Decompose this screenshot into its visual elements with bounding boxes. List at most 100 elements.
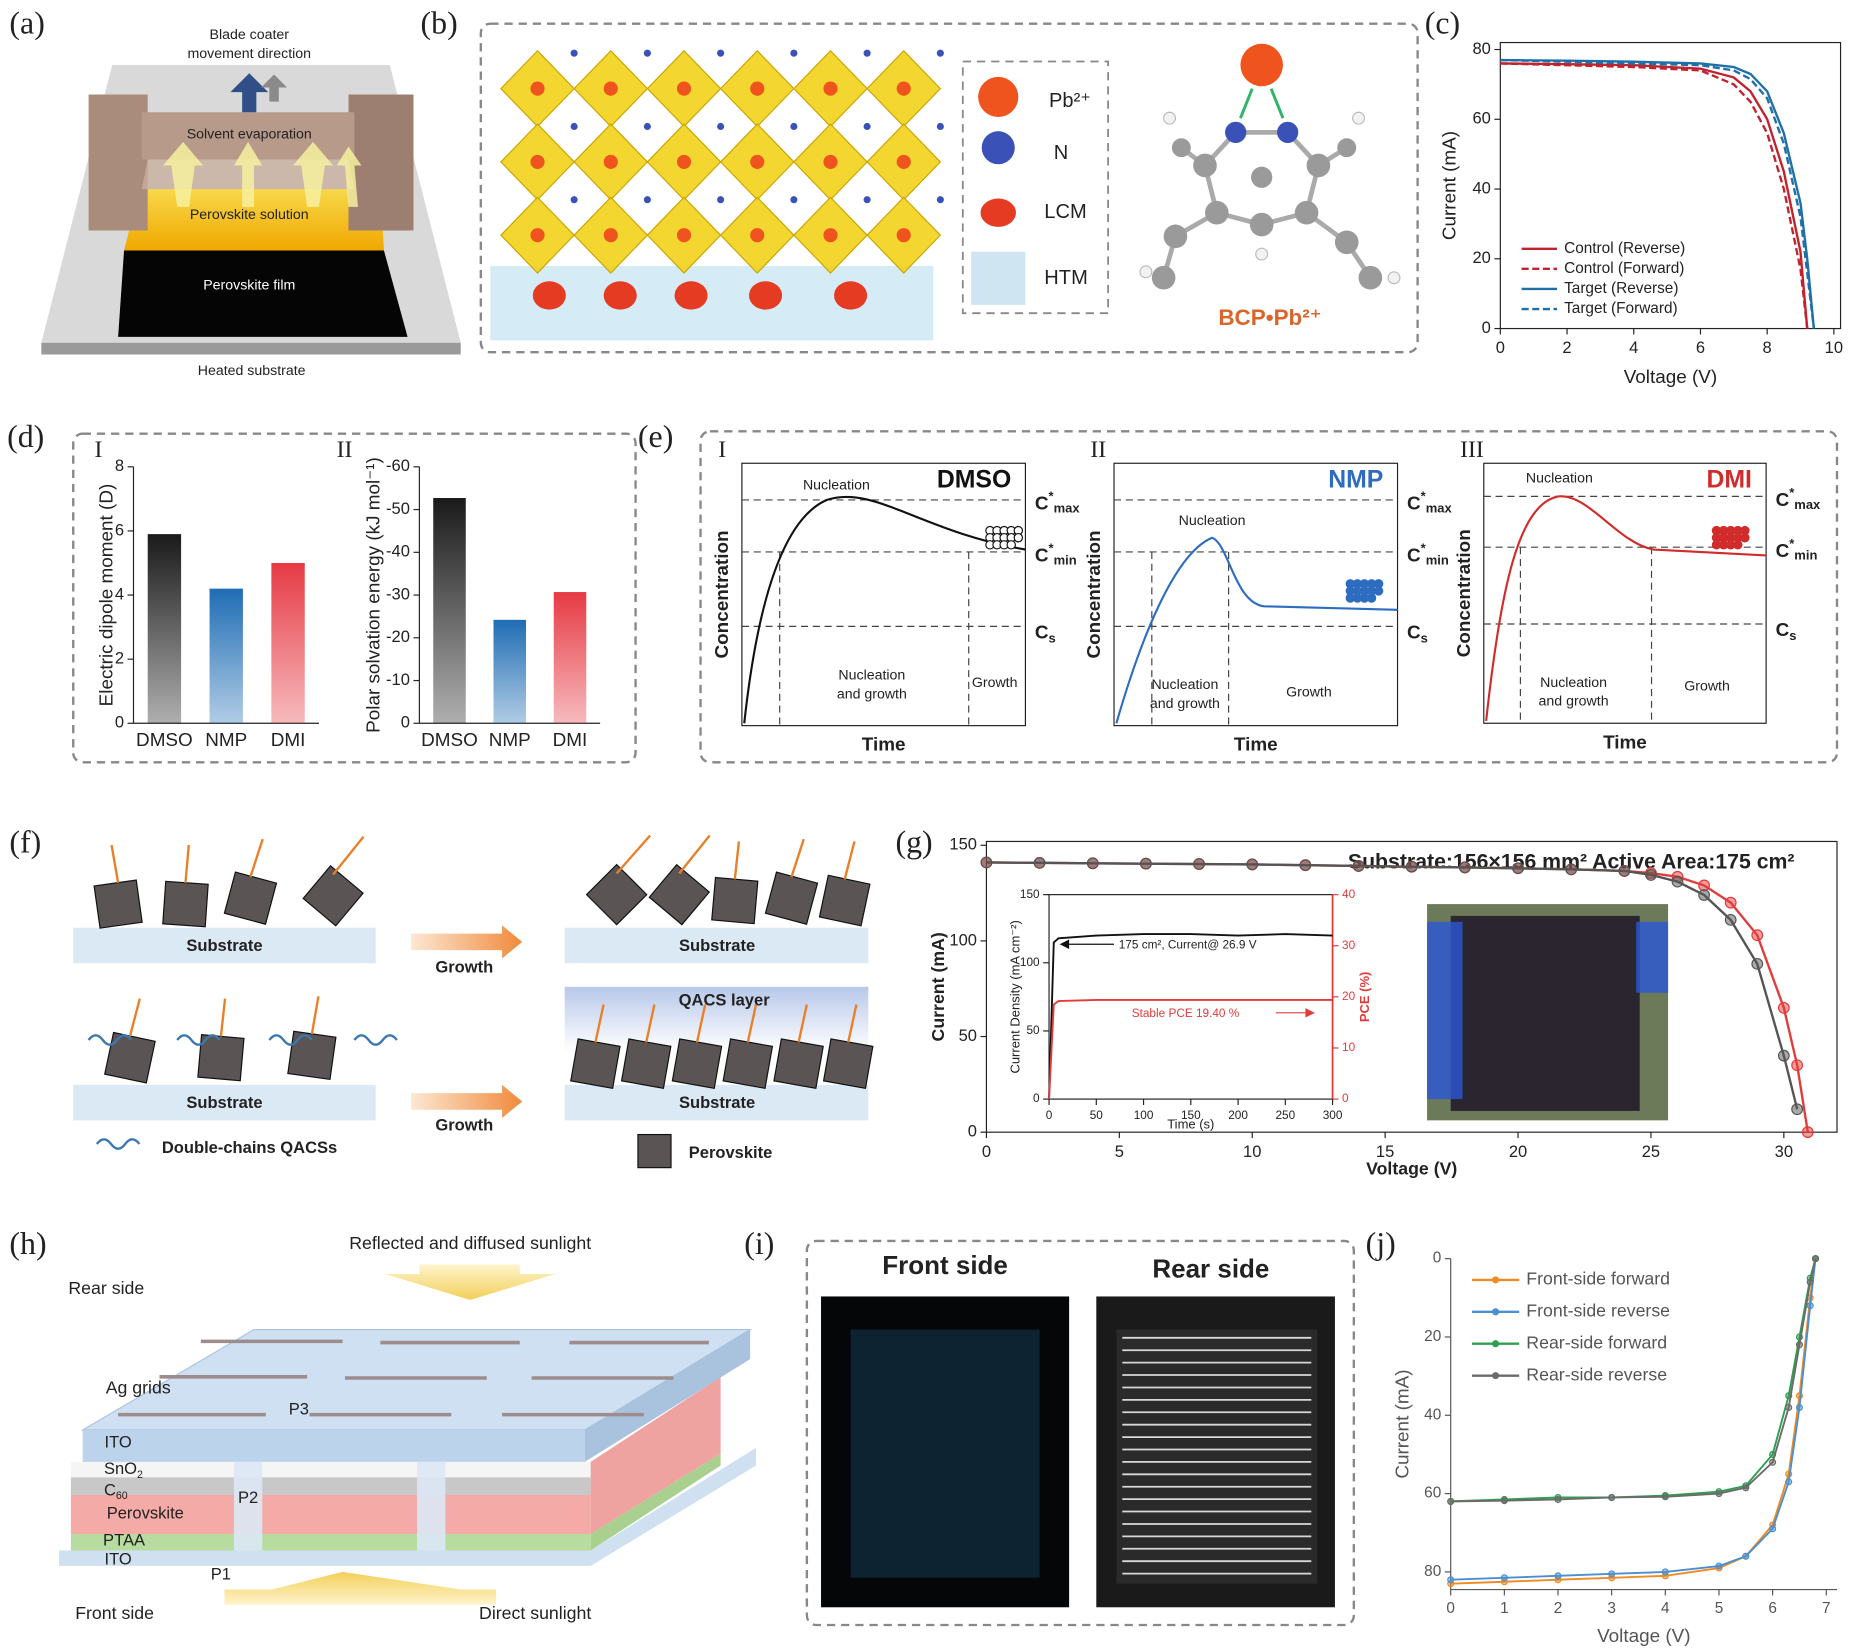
y2-tick-label: 20 [1342,989,1356,1003]
rect-shape [805,1239,1356,1627]
n-atom [936,196,944,204]
crab [674,281,708,310]
pb-atom [750,154,765,169]
polygon-shape [59,1447,757,1566]
text-shape: Substrate [186,936,262,955]
pb-atom [676,228,692,243]
y-label: Concentration [1084,530,1105,658]
perovskite-block [773,1038,824,1089]
x-tick-label: DMSO [421,730,478,751]
pb-atom [530,81,545,96]
y-tick-label: -50 [386,499,410,518]
tspan-shape: C [104,1481,116,1500]
y-tick-label: -20 [386,627,410,646]
level-symbol-part: C [1407,622,1421,643]
legend-label: Control (Reverse) [1564,240,1685,257]
crab [532,281,566,310]
nucleation-growth: and growth [1539,694,1609,710]
circle-shape [1204,200,1229,225]
orientation-arrow [310,996,320,1035]
schematic-frame [1483,462,1767,724]
series-marker [1033,856,1046,869]
perovskite-block [93,879,143,929]
y-tick-label: 0 [1433,1250,1442,1267]
text-shape: (d) [7,419,44,454]
perovskite-block [711,876,759,925]
text-shape: Substrate [186,1093,262,1112]
y-tick-label: -60 [386,456,410,475]
text-shape: Pb²⁺ [1049,90,1091,112]
series-marker [1777,1049,1790,1062]
schematic-frame [741,462,1027,727]
polygon-shape [70,1461,591,1478]
polygon-shape [230,73,269,113]
panel-a: Blade coater movement direction Solvent … [41,27,461,379]
bar [209,588,243,724]
text-shape: BCP•Pb²⁺ [1218,305,1321,330]
series-marker [1742,1552,1750,1560]
panel-g-extras: Substrate:156×156 mm² Active Area:175 cm… [1059,849,1794,1121]
text-shape: (b) [421,5,458,40]
level-symbol-part: C [1776,541,1790,562]
nuclei [1740,533,1750,543]
y2-axis-label: PCE (%) [1357,972,1372,1023]
series-marker [1715,1490,1723,1498]
text-shape: Front side [75,1603,154,1623]
x-tick-label: 15 [1376,1142,1394,1161]
panel-i: Front side Rear side [805,1239,1356,1627]
text-shape: Rear side [1152,1253,1269,1283]
text-shape: P2 [238,1488,258,1507]
x-axis-label: Voltage (V) [1624,367,1717,388]
text-shape: C60 [104,1481,128,1502]
circle-shape [978,76,1019,117]
text-shape: N [1054,142,1068,164]
series-marker [1811,1255,1820,1263]
perovskite-block [197,1034,245,1082]
roman-label: II [1090,437,1106,463]
orientation-arrow [678,834,711,875]
series-marker [1500,1574,1508,1582]
y-tick-label: 8 [115,456,124,475]
text-shape: Ag grids [106,1377,171,1397]
series-marker [1769,1525,1777,1533]
perovskite-block [648,863,711,926]
series-marker [1769,1458,1777,1466]
level-symbol-part: * [1789,536,1795,551]
tspan-shape: SnO [104,1460,137,1479]
text-shape: Direct sunlight [479,1603,591,1623]
orientation-arrow [332,835,365,876]
y-tick-label: 60 [1424,1485,1441,1502]
text-shape: movement direction [188,46,312,62]
circle-shape [1163,224,1188,249]
rect-shape [564,927,869,964]
series-line [1500,62,1809,329]
n-atom [790,196,798,204]
nucleation-growth: and growth [1150,696,1220,712]
level-symbol-part: max [1054,501,1081,516]
text-shape: (c) [1425,5,1460,40]
concentration-curve [743,495,1026,724]
qacs-chain [268,1034,313,1046]
nuclei [1006,540,1016,550]
text-shape: Growth [435,957,493,976]
nuclei [1013,533,1024,543]
orientation-arrow [746,1004,758,1043]
polygon-shape [590,1453,721,1551]
text-shape: SnO2 [104,1460,143,1481]
pb-atom [603,228,618,243]
y-tick-label: 0 [968,1122,977,1141]
text-shape: I [95,437,103,463]
y-tick-label: 50 [959,1026,977,1045]
text-shape: P1 [211,1565,231,1584]
legend-label: Target (Reverse) [1564,280,1678,297]
rect-shape [850,1329,1040,1578]
text-shape: PTAA [103,1530,145,1549]
x-tick-label: DMI [271,730,306,751]
concentration-curve [1115,536,1398,724]
series-marker [1500,1497,1508,1505]
polygon-shape [336,146,362,207]
legend-label: Front-side reverse [1526,1301,1670,1321]
x-tick-label: 0 [1446,1600,1455,1617]
panel-d: I II [72,432,637,764]
polygon-shape [590,1376,721,1534]
